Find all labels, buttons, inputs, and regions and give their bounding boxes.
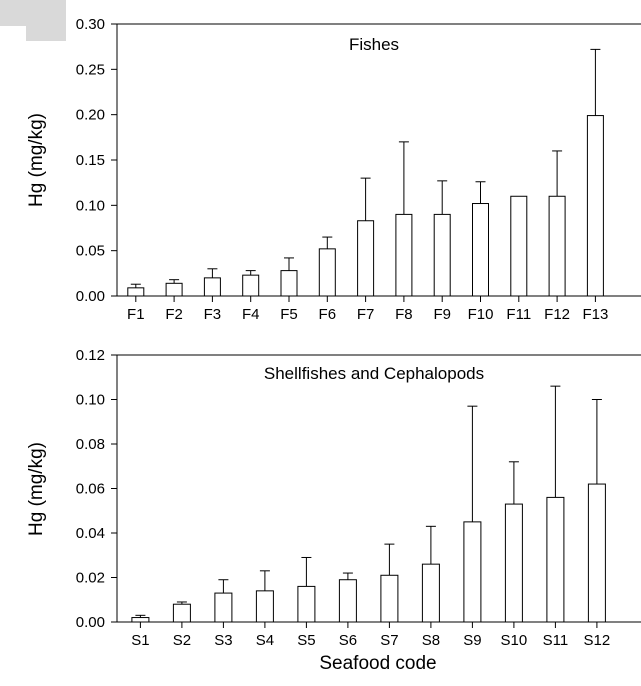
- y-tick-label: 0.05: [76, 243, 105, 260]
- y-tick-label: 0.12: [76, 347, 105, 364]
- x-tick-label-F11: F11: [506, 306, 531, 323]
- bar-S9: [463, 521, 482, 623]
- x-tick-label-S1: S1: [131, 632, 149, 649]
- x-tick-label-F4: F4: [242, 306, 260, 323]
- y-tick-label: 0.10: [76, 197, 105, 214]
- x-tick-label-S3: S3: [214, 632, 232, 649]
- y-tick-label: 0.04: [76, 525, 105, 542]
- y-axis-label: Hg (mg/kg): [26, 113, 47, 207]
- bar-S10: [504, 503, 523, 623]
- y-tick-label: 0.00: [76, 288, 105, 305]
- bar-S7: [380, 574, 399, 623]
- y-tick-label: 0.20: [76, 107, 105, 124]
- bar-F3: [203, 277, 221, 297]
- x-tick-label-S9: S9: [463, 632, 481, 649]
- bar-S5: [297, 585, 316, 623]
- y-tick-label: 0.10: [76, 392, 105, 409]
- y-tick-label: 0.25: [76, 61, 105, 78]
- y-tick-label: 0.15: [76, 152, 105, 169]
- bar-S11: [546, 496, 565, 623]
- bar-F12: [548, 195, 566, 297]
- bar-F2: [165, 282, 183, 297]
- bar-F4: [242, 274, 260, 297]
- x-tick-label-F13: F13: [582, 306, 608, 323]
- watermark-logo: [0, 0, 66, 41]
- bar-F8: [395, 213, 413, 297]
- x-tick-label-S10: S10: [501, 632, 528, 649]
- bar-S1: [131, 617, 150, 623]
- x-tick-label-S12: S12: [584, 632, 611, 649]
- bar-F10: [472, 203, 489, 297]
- x-tick-label-F8: F8: [395, 306, 413, 323]
- panel-title: Shellfishes and Cephalopods: [264, 364, 484, 383]
- panel-title: Fishes: [349, 35, 399, 54]
- y-tick-label: 0.06: [76, 481, 105, 498]
- x-axis-label: Seafood code: [319, 653, 436, 674]
- x-tick-label-S5: S5: [297, 632, 315, 649]
- bar-F13: [586, 115, 604, 297]
- bar-F11: [510, 195, 528, 297]
- bar-F5: [280, 270, 298, 297]
- x-tick-label-F1: F1: [127, 306, 145, 323]
- bar-S12: [587, 483, 606, 623]
- bar-F7: [357, 220, 375, 297]
- x-tick-label-F3: F3: [204, 306, 222, 323]
- x-tick-label-S4: S4: [256, 632, 274, 649]
- x-tick-label-F10: F10: [468, 306, 494, 323]
- y-axis-label: Hg (mg/kg): [26, 442, 47, 536]
- y-tick-label: 0.02: [76, 570, 105, 587]
- bar-S8: [421, 563, 440, 623]
- x-tick-label-F12: F12: [544, 306, 570, 323]
- chart-panel-shellfishes: 0.00 0.02 0.04 0.06 0.08 0.10 0.12 S1 S2 S3 S4 S5 S6…: [26, 347, 641, 649]
- y-tick-label: 0.30: [76, 16, 105, 33]
- bar-S4: [255, 590, 274, 623]
- x-tick-label-S8: S8: [422, 632, 440, 649]
- x-tick-label-S11: S11: [543, 632, 569, 649]
- bar-F6: [318, 248, 336, 297]
- bar-S3: [214, 592, 233, 623]
- chart-panel-fishes: 0.00 0.05 0.10 0.15 0.20 0.25 0.30 F1 F2 F3 F4 F5 F6…: [26, 16, 641, 323]
- x-tick-label-F9: F9: [433, 306, 451, 323]
- x-tick-label-F6: F6: [319, 306, 337, 323]
- y-tick-label: 0.08: [76, 436, 105, 453]
- x-tick-label-S7: S7: [380, 632, 398, 649]
- y-tick-label: 0.00: [76, 614, 105, 631]
- x-tick-label-F7: F7: [357, 306, 375, 323]
- x-tick-label-F2: F2: [165, 306, 183, 323]
- bar-F9: [433, 213, 451, 297]
- x-tick-label-S6: S6: [339, 632, 357, 649]
- x-tick-label-F5: F5: [280, 306, 298, 323]
- bar-S6: [338, 579, 357, 623]
- bar-S2: [172, 603, 191, 623]
- bar-F1: [127, 287, 145, 297]
- x-tick-label-S2: S2: [173, 632, 191, 649]
